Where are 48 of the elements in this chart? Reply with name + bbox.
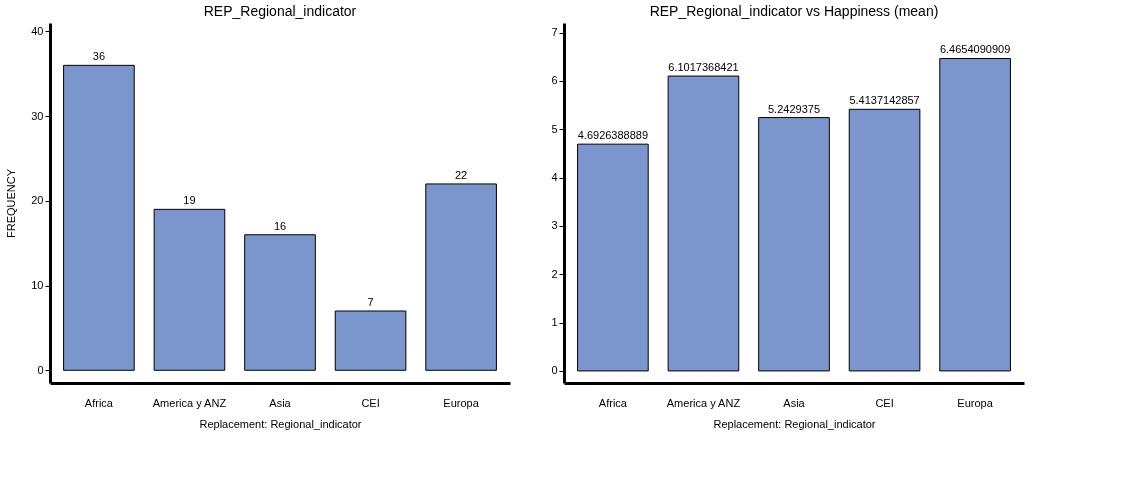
y-tick-label: 20 xyxy=(31,194,44,207)
y-tick-label: 30 xyxy=(31,109,44,122)
x-tick-label: America y ANZ xyxy=(152,396,227,409)
x-tick-label: Africa xyxy=(84,396,114,409)
y-tick-label: 1 xyxy=(551,316,558,329)
y-tick-label: 10 xyxy=(31,279,44,292)
x-tick-label: CEI xyxy=(875,396,894,409)
x-axis-title: Replacement: Regional_indicator xyxy=(199,417,362,430)
y-tick-label: 7 xyxy=(551,26,558,39)
data-label: 6.4654090909 xyxy=(939,43,1011,56)
bar xyxy=(334,310,407,371)
x-tick-label: CEI xyxy=(361,396,380,409)
data-label: 4.6926388889 xyxy=(577,129,649,142)
data-label: 36 xyxy=(92,50,106,63)
y-tick-label: 40 xyxy=(31,24,44,37)
data-label: 16 xyxy=(273,219,287,232)
x-tick-label: Africa xyxy=(598,396,628,409)
bar xyxy=(425,183,497,371)
bar xyxy=(848,108,921,372)
chart-title: REP_Regional_indicator vs Happiness (mean) xyxy=(649,3,939,19)
x-tick-label: Europa xyxy=(443,396,480,409)
bar xyxy=(577,143,649,372)
bar xyxy=(939,58,1011,372)
data-label: 7 xyxy=(367,296,374,308)
bar xyxy=(667,75,740,372)
y-tick-label: 0 xyxy=(37,363,44,376)
y-tick-label: 6 xyxy=(551,74,558,87)
x-axis-title: Replacement: Regional_indicator xyxy=(713,417,876,430)
x-tick-label: Europa xyxy=(957,396,994,409)
bar xyxy=(758,117,830,372)
x-tick-label: America y ANZ xyxy=(666,396,741,409)
data-label: 22 xyxy=(454,168,468,181)
y-tick-label: 5 xyxy=(551,122,558,135)
x-tick-label: Asia xyxy=(269,396,292,409)
y-axis-title: FREQUENCY xyxy=(5,168,18,239)
data-label: 5.2429375 xyxy=(768,102,820,115)
data-label: 5.4137142857 xyxy=(849,94,920,107)
y-tick-label: 4 xyxy=(551,171,558,184)
data-label: 6.1017368421 xyxy=(668,61,739,74)
y-tick-label: 2 xyxy=(551,267,558,280)
y-tick-label: 0 xyxy=(551,364,558,377)
x-tick-label: Asia xyxy=(783,396,806,409)
bar xyxy=(244,234,316,371)
y-tick-label: 3 xyxy=(551,219,558,232)
chart-title: REP_Regional_indicator xyxy=(203,3,357,19)
bar xyxy=(153,208,226,371)
bar xyxy=(63,64,135,371)
data-label: 19 xyxy=(183,194,196,207)
